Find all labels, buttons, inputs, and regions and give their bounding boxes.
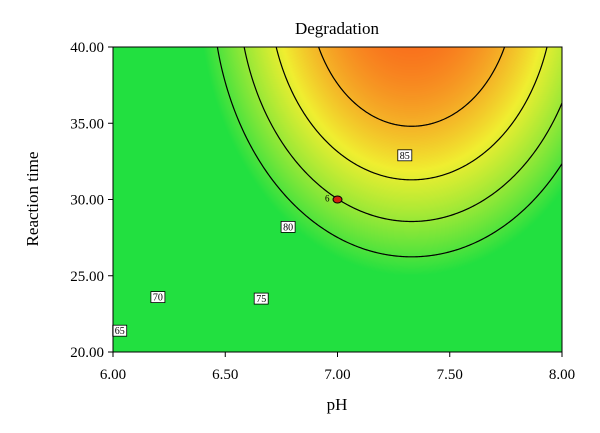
contour-line-65	[216, 47, 562, 258]
x-tick-label: 7.50	[437, 367, 463, 383]
contour-label-65: 65	[115, 326, 125, 337]
y-axis-ticks: 20.00 25.00 30.00 35.00 40.00	[70, 40, 113, 361]
contour-line-70	[243, 47, 562, 223]
contour-label-box-80	[280, 220, 296, 233]
design-point-label: 6	[325, 194, 330, 204]
y-tick-label: 40.00	[70, 40, 104, 56]
x-tick-label: 6.00	[100, 367, 126, 383]
contour-line-85	[381, 0, 442, 28]
contour-labels: 65 70 75 80 85	[112, 149, 413, 337]
contour-lines	[216, 0, 562, 258]
y-axis-title: Reaction time	[23, 152, 42, 247]
chart-title: Degradation	[295, 19, 380, 38]
contour-label-box-75	[253, 292, 269, 305]
contour-label-70: 70	[153, 293, 163, 304]
x-tick-label: 6.50	[212, 367, 238, 383]
contour-line-80	[317, 47, 506, 127]
x-axis-title: pH	[327, 395, 348, 414]
y-tick-label: 25.00	[70, 269, 104, 285]
design-point-marker	[332, 195, 343, 204]
x-tick-label: 8.00	[549, 367, 575, 383]
contour-label-80: 80	[283, 222, 293, 233]
x-axis-ticks: 6.00 6.50 7.00 7.50 8.00	[100, 352, 575, 383]
contour-label-75: 75	[256, 294, 266, 305]
contour-label-85: 85	[400, 151, 410, 162]
y-tick-label: 35.00	[70, 116, 104, 132]
contour-label-box-70	[150, 291, 166, 304]
y-tick-label: 20.00	[70, 345, 104, 361]
contour-line-75	[275, 47, 548, 181]
contour-label-box-85	[397, 149, 413, 162]
x-tick-label: 7.00	[324, 367, 350, 383]
design-points: 6	[325, 194, 343, 204]
y-tick-label: 30.00	[70, 193, 104, 209]
